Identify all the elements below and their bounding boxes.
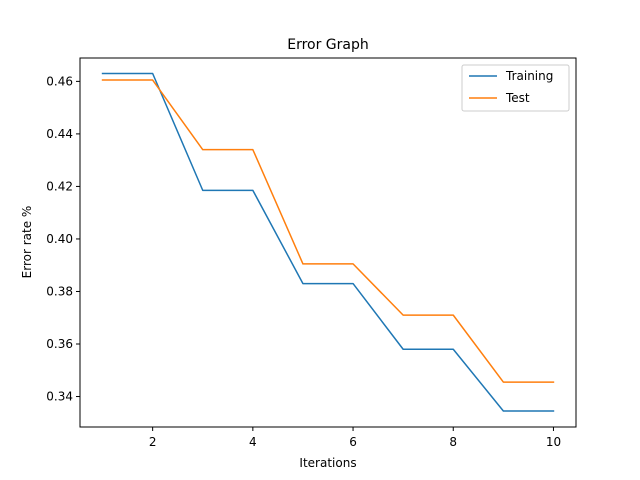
y-tick-label: 0.40 xyxy=(46,232,73,246)
x-axis-label: Iterations xyxy=(299,456,356,470)
x-tick-label: 2 xyxy=(149,435,157,449)
series-line-test xyxy=(101,79,555,383)
x-tick-label: 8 xyxy=(449,435,457,449)
x-tick-label: 10 xyxy=(546,435,561,449)
y-tick-label: 0.36 xyxy=(46,337,73,351)
y-tick-label: 0.46 xyxy=(46,74,73,88)
x-tick-label: 6 xyxy=(349,435,357,449)
axis-ticks: 2 4 6 8 10 0.34 0.36 0.38 0.40 0.42 0.44 0.46 xyxy=(46,74,561,449)
series-lines xyxy=(101,72,555,412)
legend-label-test: Test xyxy=(505,91,530,105)
y-tick-label: 0.42 xyxy=(46,179,73,193)
chart-title: Error Graph xyxy=(287,37,369,53)
y-tick-label: 0.38 xyxy=(46,284,73,298)
legend-label-training: Training xyxy=(505,69,553,83)
y-tick-label: 0.44 xyxy=(46,127,73,141)
y-axis-label: Error rate % xyxy=(20,206,34,279)
legend: Training Test xyxy=(461,64,570,112)
y-tick-label: 0.34 xyxy=(46,390,73,404)
series-line-training xyxy=(101,72,555,412)
plot-frame xyxy=(79,57,577,428)
x-tick-label: 4 xyxy=(249,435,257,449)
